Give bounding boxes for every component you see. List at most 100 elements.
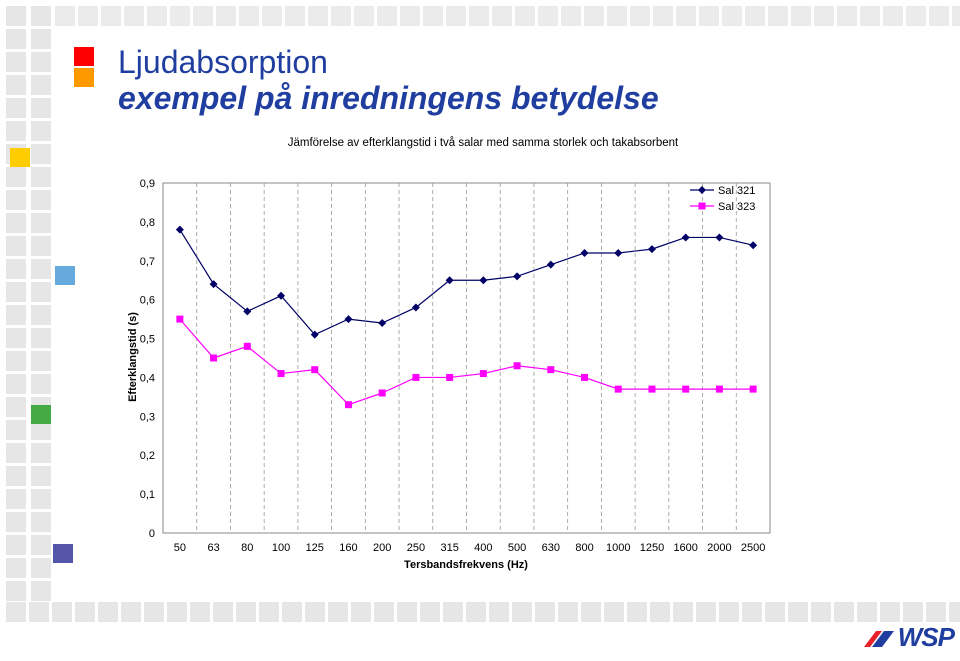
- background-tile: [719, 602, 739, 622]
- data-point-diamond: [445, 276, 454, 285]
- background-tile: [699, 6, 719, 26]
- background-tile: [883, 6, 903, 26]
- y-tick-label: 0,7: [140, 256, 155, 268]
- x-tick-label: 80: [241, 542, 253, 554]
- background-tile: [31, 213, 51, 233]
- background-tile: [239, 6, 259, 26]
- background-tile: [6, 489, 26, 509]
- background-tile: [262, 6, 282, 26]
- background-tile: [653, 6, 673, 26]
- background-tile: [814, 6, 834, 26]
- background-tile: [31, 75, 51, 95]
- background-tile: [584, 6, 604, 26]
- background-tile: [903, 602, 923, 622]
- wsp-logo: WSP: [862, 622, 955, 653]
- x-tick-label: 125: [306, 542, 324, 554]
- background-tile: [469, 6, 489, 26]
- background-tile: [857, 602, 877, 622]
- background-tile: [6, 512, 26, 532]
- x-axis-label: Tersbandsfrekvens (Hz): [404, 559, 528, 571]
- background-tile: [193, 6, 213, 26]
- background-tile: [6, 167, 26, 187]
- y-tick-label: 0,6: [140, 295, 155, 307]
- background-tile: [765, 602, 785, 622]
- data-point-square: [378, 389, 386, 397]
- background-tile: [607, 6, 627, 26]
- y-tick-label: 0,5: [140, 334, 155, 346]
- legend-label: Sal 323: [718, 201, 755, 213]
- background-tile: [305, 602, 325, 622]
- accent-tile: [74, 68, 94, 87]
- data-point-square: [682, 385, 690, 393]
- background-tile: [6, 558, 26, 578]
- data-point-diamond: [310, 330, 319, 339]
- wsp-logo-mark-icon: [863, 630, 894, 647]
- y-tick-label: 0,2: [140, 450, 155, 462]
- background-tile: [6, 29, 26, 49]
- background-tile: [52, 602, 72, 622]
- background-tile: [929, 6, 949, 26]
- data-point-square: [344, 401, 352, 409]
- legend-label: Sal 321: [718, 185, 755, 197]
- x-tick-label: 630: [542, 542, 560, 554]
- background-tile: [31, 190, 51, 210]
- background-tile: [6, 282, 26, 302]
- background-tile: [6, 535, 26, 555]
- background-tile: [6, 52, 26, 72]
- background-tile: [492, 6, 512, 26]
- data-point-diamond: [681, 233, 690, 242]
- background-tile: [31, 259, 51, 279]
- background-tile: [6, 351, 26, 371]
- background-tile: [423, 6, 443, 26]
- x-tick-label: 1000: [606, 542, 630, 554]
- background-tile: [236, 602, 256, 622]
- background-tile: [121, 602, 141, 622]
- background-tile: [213, 602, 233, 622]
- title-line-2: exempel på inredningens betydelse: [118, 80, 659, 116]
- background-tile: [31, 121, 51, 141]
- background-tile: [949, 602, 960, 622]
- accent-tile: [55, 266, 75, 285]
- background-tile: [170, 6, 190, 26]
- y-tick-label: 0,3: [140, 411, 155, 423]
- background-tile: [6, 6, 26, 26]
- data-point-diamond: [614, 249, 623, 257]
- background-tile: [377, 6, 397, 26]
- background-tile: [6, 466, 26, 486]
- x-tick-label: 63: [207, 542, 219, 554]
- legend-marker-square: [698, 202, 706, 210]
- background-tile: [55, 6, 75, 26]
- data-point-diamond: [411, 303, 420, 312]
- data-point-square: [547, 366, 555, 374]
- background-tile: [696, 602, 716, 622]
- background-tile: [78, 6, 98, 26]
- data-point-diamond: [479, 276, 488, 285]
- background-tile: [31, 29, 51, 49]
- data-point-square: [715, 385, 723, 393]
- background-tile: [31, 236, 51, 256]
- data-point-diamond: [647, 245, 656, 254]
- background-tile: [926, 602, 946, 622]
- background-tile: [6, 374, 26, 394]
- background-tile: [351, 602, 371, 622]
- data-point-square: [311, 366, 319, 374]
- y-tick-label: 0,1: [140, 489, 155, 501]
- background-tile: [6, 259, 26, 279]
- background-tile: [31, 98, 51, 118]
- background-tile: [328, 602, 348, 622]
- background-tile: [31, 351, 51, 371]
- background-tile: [745, 6, 765, 26]
- background-tile: [374, 602, 394, 622]
- data-point-square: [446, 373, 454, 381]
- y-axis-label: Efterklangstid (s): [127, 312, 139, 402]
- background-tile: [650, 602, 670, 622]
- data-point-square: [243, 342, 251, 350]
- x-tick-label: 2500: [741, 542, 765, 554]
- background-tile: [354, 6, 374, 26]
- background-tile: [31, 6, 51, 26]
- series-line: [179, 318, 754, 406]
- data-point-diamond: [344, 315, 353, 324]
- background-tile: [443, 602, 463, 622]
- y-tick-label: 0,9: [140, 178, 155, 190]
- chart-title: Jämförelse av efterklangstid i två salar…: [288, 137, 679, 149]
